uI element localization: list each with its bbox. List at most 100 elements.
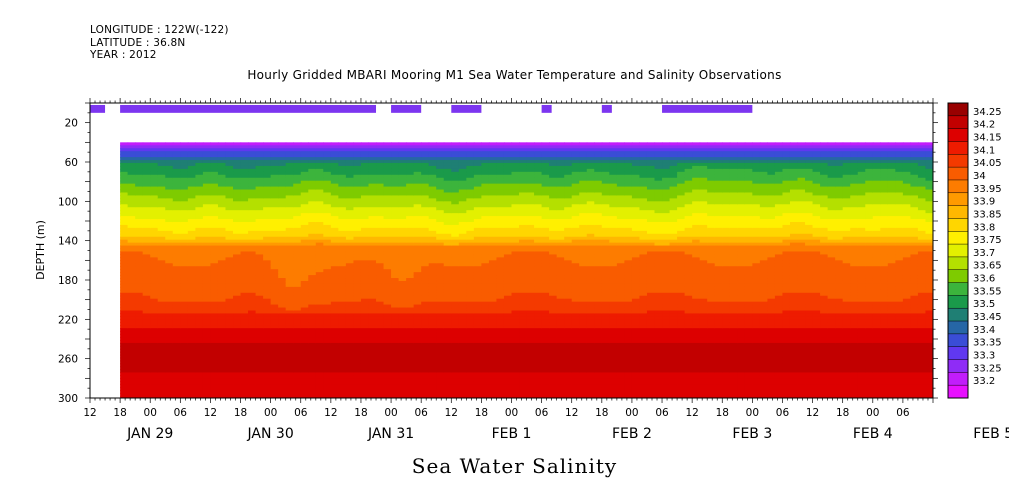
contour-cell [466, 272, 475, 276]
contour-cell [488, 251, 498, 256]
contour-cell [300, 224, 309, 229]
contour-cell [217, 151, 227, 155]
contour-cell [481, 233, 490, 238]
contour-cell [511, 390, 520, 394]
contour-cell [150, 177, 159, 182]
contour-cell [421, 227, 430, 232]
contour-cell [187, 236, 196, 241]
contour-cell [187, 348, 196, 353]
contour-cell [511, 204, 520, 208]
contour-cell [353, 387, 362, 391]
contour-cell [142, 339, 151, 344]
contour-cell [443, 263, 452, 267]
contour-cell [315, 177, 324, 182]
contour-cell [165, 322, 174, 326]
contour-cell [217, 148, 227, 152]
contour-cell [300, 239, 309, 244]
contour-cell [451, 213, 460, 217]
contour-cell [270, 201, 279, 205]
contour-cell [165, 177, 174, 182]
contour-cell [165, 334, 174, 338]
contour-cell [195, 198, 204, 202]
contour-cell [376, 272, 385, 276]
contour-cell [413, 313, 422, 317]
contour-cell [165, 251, 174, 256]
contour-cell [308, 390, 317, 394]
contour-cell [233, 378, 242, 382]
contour-cell [308, 393, 317, 397]
contour-cell [398, 278, 407, 282]
contour-cell [519, 307, 528, 312]
contour-cell [345, 165, 355, 170]
contour-cell [360, 319, 370, 323]
contour-cell [142, 180, 151, 185]
contour-cell [330, 151, 339, 155]
contour-cell [195, 298, 204, 303]
contour-cell [323, 154, 332, 158]
contour-cell [195, 304, 204, 309]
contour-cell [413, 387, 422, 391]
contour-cell [150, 396, 159, 398]
contour-cell [443, 171, 452, 176]
contour-cell [458, 248, 467, 253]
contour-cell [165, 289, 174, 294]
contour-cell [217, 254, 227, 258]
contour-cell [458, 189, 467, 194]
contour-cell [368, 195, 377, 199]
contour-cell [496, 295, 505, 300]
contour-cell [172, 230, 181, 235]
contour-cell [436, 342, 445, 347]
contour-cell [285, 221, 294, 226]
contour-cell [421, 216, 430, 220]
contour-cell [428, 154, 437, 158]
contour-cell [278, 360, 287, 365]
contour-cell [210, 189, 219, 194]
contour-cell [330, 257, 339, 261]
contour-cell [353, 280, 362, 285]
contour-cell [120, 390, 129, 394]
contour-cell [217, 233, 227, 238]
contour-cell [421, 180, 430, 185]
contour-cell [511, 145, 520, 149]
contour-cell [127, 177, 136, 182]
contour-cell [187, 381, 196, 385]
contour-cell [127, 171, 136, 176]
contour-cell [120, 233, 129, 238]
contour-cell [278, 331, 287, 335]
contour-cell [120, 345, 129, 350]
contour-cell [338, 280, 347, 285]
contour-cell [217, 251, 227, 256]
contour-cell [534, 192, 543, 197]
contour-cell [549, 207, 558, 211]
contour-cell [330, 283, 339, 288]
contour-cell [503, 219, 513, 223]
contour-cell [300, 248, 309, 253]
contour-cell [150, 301, 159, 306]
contour-cell [496, 328, 505, 332]
contour-cell [248, 328, 257, 332]
contour-cell [443, 286, 452, 291]
contour-cell [225, 354, 234, 359]
contour-cell [263, 319, 272, 323]
contour-cell [398, 286, 407, 291]
contour-cell [187, 325, 196, 329]
contour-cell [285, 195, 294, 199]
contour-cell [466, 387, 475, 391]
contour-cell [481, 213, 490, 217]
contour-cell [481, 242, 490, 247]
contour-cell [443, 245, 452, 250]
contour-cell [451, 142, 460, 146]
contour-cell [270, 221, 279, 226]
contour-cell [323, 301, 332, 306]
contour-cell [157, 213, 166, 217]
contour-cell [451, 316, 460, 320]
contour-cell [217, 145, 227, 149]
contour-cell [345, 310, 355, 315]
contour-cell [353, 157, 362, 161]
contour-cell [315, 186, 324, 191]
contour-cell [240, 280, 249, 285]
contour-cell [135, 307, 144, 312]
contour-cell [368, 393, 377, 397]
contour-cell [458, 201, 467, 205]
contour-cell [428, 313, 437, 317]
